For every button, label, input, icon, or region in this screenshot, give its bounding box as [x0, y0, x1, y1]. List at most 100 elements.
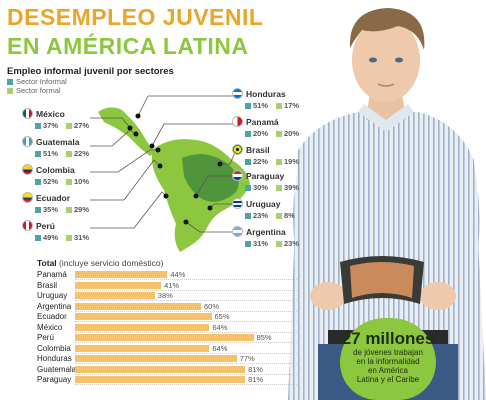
- latin-america-map: [90, 95, 250, 252]
- honduras-informal: 51%: [253, 101, 269, 110]
- bar-row-divider: [75, 363, 297, 364]
- ecuador-flag-icon: [22, 192, 33, 203]
- bar-category-label: Uruguay: [37, 291, 68, 300]
- country-name-colombia: Colombia: [36, 164, 75, 175]
- bar: [75, 344, 210, 352]
- brasil-formal: 19%: [284, 157, 300, 166]
- country-name-guatemala: Guatemala: [36, 136, 80, 147]
- bar-value-label: 77%: [239, 354, 255, 363]
- bar: [75, 376, 246, 383]
- bar-category-label: Ecuador: [37, 312, 67, 321]
- country-name-mexico: México: [36, 108, 65, 119]
- young-man-illustration: [288, 8, 486, 400]
- bar-row-divider: [75, 289, 297, 291]
- legend-swatch-formal: [7, 87, 13, 94]
- bar: [75, 271, 168, 278]
- bar: [75, 334, 254, 341]
- country-box-paraguay: Paraguay 30% 39%: [232, 170, 299, 192]
- colombia-informal: 52%: [43, 177, 59, 186]
- honduras-flag-icon: [232, 88, 243, 99]
- brasil-informal: 22%: [253, 157, 269, 166]
- paraguay-informal: 30%: [253, 183, 269, 192]
- bar-row-divider: [75, 321, 297, 322]
- brasil-flag-icon: [232, 144, 243, 155]
- badge-number: 27 millones: [341, 329, 435, 348]
- mexico-formal: 27%: [74, 121, 90, 130]
- country-box-colombia: Colombia 52% 10%: [22, 164, 89, 186]
- legend-item-informal: Sector Informal: [7, 77, 67, 86]
- argentina-flag-icon: [232, 226, 243, 237]
- country-name-peru: Perú: [36, 220, 55, 231]
- bar: [75, 281, 162, 289]
- bar-value-label: 65%: [214, 312, 230, 321]
- bar-row: Panamá 44%: [37, 270, 297, 280]
- badge-line-1: de jóvenes trabajan: [353, 348, 423, 357]
- bar-row-divider: [75, 352, 297, 354]
- panama-flag-icon: [232, 116, 243, 127]
- paraguay-flag-icon: [232, 170, 243, 181]
- bar-value-label: 44%: [170, 270, 186, 279]
- panama-formal: 20%: [284, 129, 300, 138]
- ecuador-formal: 29%: [74, 205, 90, 214]
- bar-category-label: Paraguay: [37, 375, 72, 384]
- badge-line-2: en la informalidad: [356, 357, 420, 366]
- country-name-panama: Panamá: [246, 116, 279, 127]
- bar-row-divider: [75, 342, 297, 343]
- bar-row: Ecuador 65%: [37, 312, 297, 322]
- bar-value-label: 60%: [204, 301, 220, 311]
- bar-row-divider: [75, 331, 297, 333]
- country-name-brasil: Brasil: [246, 144, 270, 155]
- bar-row-divider: [75, 373, 297, 375]
- bar-value-label: 81%: [248, 364, 264, 374]
- bar-row: Guatemala 81%: [37, 364, 297, 375]
- bar-chart-title-rest: (incluye servicio doméstico): [56, 258, 164, 268]
- bar-category-label: Brasil: [37, 280, 58, 290]
- badge-line-4: Latina y el Caribe: [356, 375, 420, 384]
- bar-category-label: Perú: [37, 333, 54, 342]
- statistic-badge: 27 millones de jóvenes trabajan en la in…: [340, 318, 436, 400]
- bar: [75, 355, 237, 362]
- uruguay-informal: 23%: [253, 211, 269, 220]
- bar-row: Argentina 60%: [37, 301, 297, 312]
- colombia-flag-icon: [22, 164, 33, 175]
- paraguay-formal: 39%: [284, 183, 300, 192]
- bar-value-label: 64%: [212, 343, 228, 353]
- bar-chart-title-bold: Total: [37, 258, 57, 268]
- legend-label-formal: Sector formal: [16, 86, 61, 95]
- badge-line-3: en América: [367, 366, 409, 375]
- bar-value-label: 85%: [256, 333, 272, 342]
- bar-value-label: 64%: [212, 322, 228, 332]
- uruguay-flag-icon: [232, 198, 243, 209]
- bar-category-label: Guatemala: [37, 364, 77, 374]
- subtitle: Empleo informal juvenil por sectores: [7, 66, 174, 77]
- bar-row: Uruguay 38%: [37, 291, 297, 301]
- country-name-argentina: Argentina: [246, 226, 286, 237]
- bar-category-label: Honduras: [37, 354, 72, 363]
- country-box-peru: Perú 49% 31%: [22, 220, 89, 242]
- bar: [75, 365, 246, 373]
- bar: [75, 323, 210, 331]
- guatemala-informal: 51%: [43, 149, 59, 158]
- peru-informal: 49%: [43, 233, 59, 242]
- bar: [75, 302, 201, 310]
- mexico-informal: 37%: [43, 121, 59, 130]
- bar-row-divider: [75, 300, 297, 301]
- mexico-flag-icon: [22, 108, 33, 119]
- country-box-argentina: Argentina 31% 23%: [232, 226, 299, 248]
- bar-row-divider: [75, 310, 297, 312]
- peru-formal: 31%: [74, 233, 90, 242]
- ecuador-informal: 35%: [43, 205, 59, 214]
- country-box-panama: Panamá 20% 20%: [232, 116, 299, 138]
- panama-informal: 20%: [253, 129, 269, 138]
- country-box-honduras: Honduras 51% 17%: [232, 88, 299, 110]
- argentina-formal: 23%: [284, 239, 300, 248]
- bar-row: Paraguay 81%: [37, 375, 297, 385]
- legend-swatch-informal: [7, 78, 13, 85]
- country-box-ecuador: Ecuador 35% 29%: [22, 192, 89, 214]
- map-mexico-central-america: [98, 107, 156, 156]
- bar-row-divider: [75, 384, 297, 385]
- country-box-uruguay: Uruguay 23% 8%: [232, 198, 295, 220]
- bar-value-label: 81%: [248, 375, 264, 384]
- country-name-paraguay: Paraguay: [246, 170, 285, 181]
